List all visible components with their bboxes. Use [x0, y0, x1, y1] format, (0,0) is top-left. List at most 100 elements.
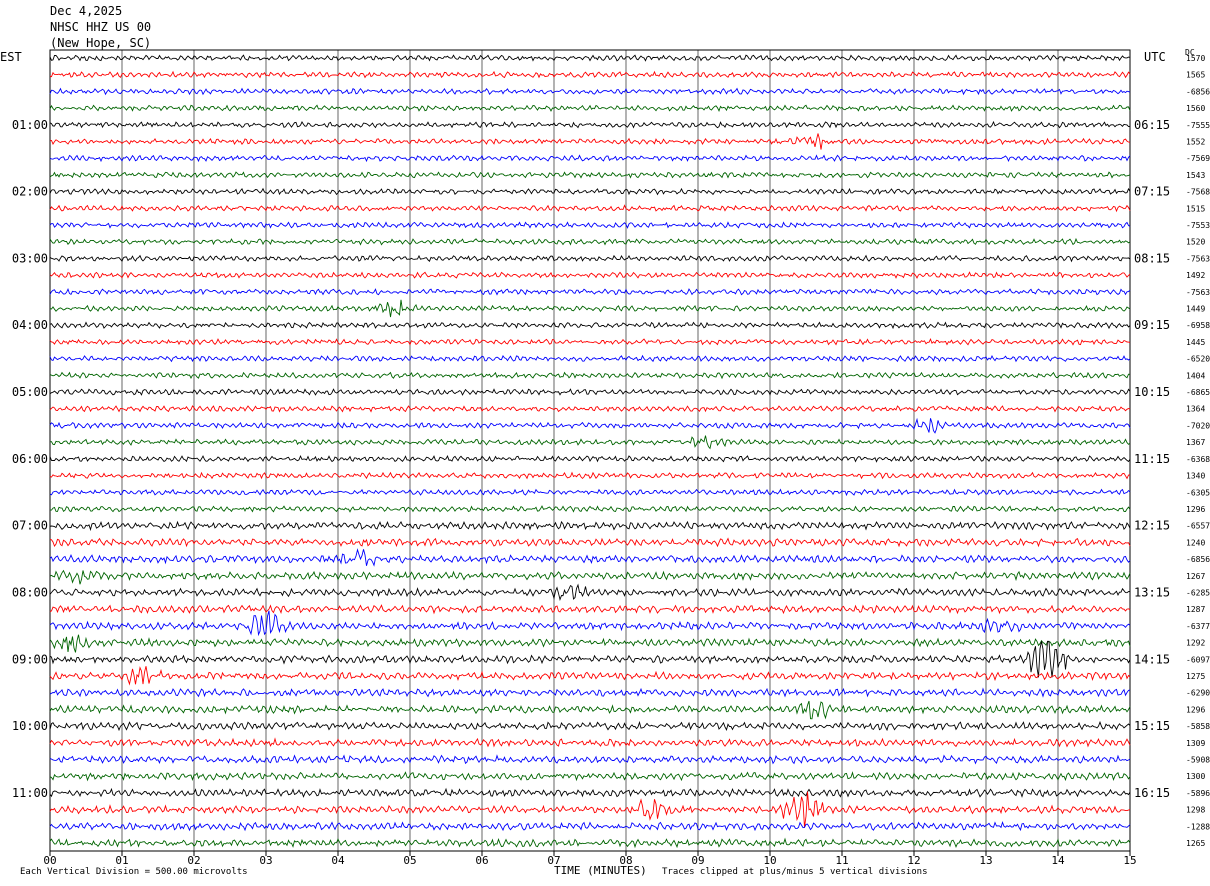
right-hour-label: 06:15 [1134, 118, 1170, 132]
trace-row-20 [49, 388, 1131, 396]
trace-row-4 [49, 120, 1130, 129]
trace-row-30 [49, 548, 1131, 567]
trace-row-32 [49, 583, 1131, 602]
dc-offset-label: -6856 [1186, 555, 1210, 564]
x-axis-label: TIME (MINUTES) [554, 864, 647, 877]
trace-row-8 [49, 187, 1131, 196]
dc-offset-label: -6377 [1186, 622, 1210, 631]
trace-row-3 [49, 104, 1131, 112]
trace-row-29 [49, 537, 1131, 548]
trace-row-19 [49, 371, 1131, 380]
left-timezone-label: EST [0, 50, 22, 64]
dc-offset-label: 1240 [1186, 538, 1205, 547]
dc-offset-label: 1560 [1186, 104, 1205, 113]
x-tick-label: 03 [259, 854, 272, 867]
dc-offset-label: 1275 [1186, 672, 1205, 681]
right-hour-label: 12:15 [1134, 519, 1170, 533]
header-location: (New Hope, SC) [50, 36, 152, 50]
trace-row-17 [49, 338, 1131, 346]
dc-offset-label: -6368 [1186, 455, 1210, 464]
left-hour-label: 08:00 [12, 585, 48, 599]
trace-row-18 [49, 354, 1131, 363]
trace-row-39 [49, 700, 1131, 720]
dc-offset-label: -5858 [1186, 722, 1210, 731]
trace-row-5 [49, 133, 1131, 150]
dc-offset-label: -6290 [1186, 689, 1210, 698]
x-tick-label: 10 [763, 854, 776, 867]
dc-offset-label: -7569 [1186, 154, 1210, 163]
right-hour-label: 09:15 [1134, 318, 1170, 332]
dc-offset-label: -7553 [1186, 221, 1210, 230]
left-hour-label: 09:00 [12, 652, 48, 666]
dc-offset-label: 1296 [1186, 505, 1205, 514]
dc-offset-label: -6097 [1186, 655, 1210, 664]
header-date: Dec 4,2025 [50, 4, 123, 18]
left-hour-label: 10:00 [12, 719, 48, 733]
dc-offset-label: 1340 [1186, 472, 1205, 481]
dc-offset-label: -5908 [1186, 755, 1210, 764]
dc-offset-label: -6557 [1186, 522, 1210, 531]
right-hour-label: 07:15 [1134, 185, 1170, 199]
trace-row-47 [49, 837, 1131, 849]
dc-offset-label: 1570 [1186, 54, 1205, 63]
trace-row-41 [49, 737, 1131, 748]
trace-row-1 [49, 70, 1131, 79]
right-hour-label: 16:15 [1134, 786, 1170, 800]
x-tick-label: 13 [979, 854, 992, 867]
dc-offset-label: -6520 [1186, 355, 1210, 364]
dc-offset-label: -6958 [1186, 321, 1210, 330]
x-tick-label: 06 [475, 854, 488, 867]
dc-offset-label: 1445 [1186, 338, 1205, 347]
trace-row-21 [49, 405, 1131, 413]
trace-row-22 [49, 417, 1131, 434]
dc-offset-label: 1367 [1186, 438, 1205, 447]
trace-row-2 [49, 87, 1131, 96]
left-hour-label: 07:00 [12, 519, 48, 533]
trace-row-6 [49, 154, 1131, 163]
trace-row-25 [49, 471, 1131, 480]
dc-offset-label: 1296 [1186, 705, 1205, 714]
trace-row-15 [49, 299, 1131, 318]
dc-offset-label: 1492 [1186, 271, 1205, 280]
scale-note: Each Vertical Division = 500.00 microvol… [20, 867, 248, 877]
trace-row-14 [49, 288, 1131, 296]
left-hour-label: 05:00 [12, 385, 48, 399]
trace-row-37 [49, 666, 1131, 686]
trace-row-24 [49, 454, 1131, 463]
dc-label: DC [1185, 48, 1195, 57]
right-hour-label: 15:15 [1134, 719, 1170, 733]
dc-offset-label: -12886 [1186, 822, 1210, 831]
dc-offset-label: -7555 [1186, 121, 1210, 130]
trace-row-28 [49, 520, 1131, 532]
dc-offset-label: 1565 [1186, 71, 1205, 80]
dc-offset-label: 1265 [1186, 839, 1205, 848]
x-tick-label: 15 [1123, 854, 1136, 867]
dc-offset-label: 1520 [1186, 238, 1205, 247]
trace-row-0 [49, 54, 1131, 62]
left-hour-label: 04:00 [12, 318, 48, 332]
trace-row-42 [49, 754, 1131, 765]
dc-offset-label: -6285 [1186, 588, 1210, 597]
trace-row-44 [49, 787, 1131, 798]
dc-offset-label: 1543 [1186, 171, 1205, 180]
dc-offset-label: 1404 [1186, 371, 1205, 380]
trace-row-31 [49, 569, 1131, 585]
trace-row-35 [49, 634, 1131, 653]
dc-offset-label: 1309 [1186, 739, 1205, 748]
x-tick-label: 07 [547, 854, 560, 867]
dc-offset-label: -5896 [1186, 789, 1210, 798]
x-tick-label: 02 [187, 854, 200, 867]
dc-offset-label: -6305 [1186, 488, 1210, 497]
x-tick-label: 09 [691, 854, 704, 867]
trace-row-26 [49, 488, 1131, 497]
trace-row-7 [49, 171, 1131, 179]
trace-row-45 [49, 791, 1131, 828]
dc-offset-label: 1515 [1186, 204, 1205, 213]
right-hour-label: 08:15 [1134, 251, 1170, 265]
trace-row-46 [49, 821, 1131, 832]
dc-offset-label: 1298 [1186, 806, 1205, 815]
right-hour-label: 11:15 [1134, 452, 1170, 466]
dc-offset-label: 1300 [1186, 772, 1205, 781]
trace-row-38 [49, 687, 1131, 698]
